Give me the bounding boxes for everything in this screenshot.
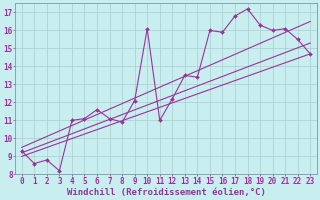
X-axis label: Windchill (Refroidissement éolien,°C): Windchill (Refroidissement éolien,°C) (67, 188, 266, 197)
